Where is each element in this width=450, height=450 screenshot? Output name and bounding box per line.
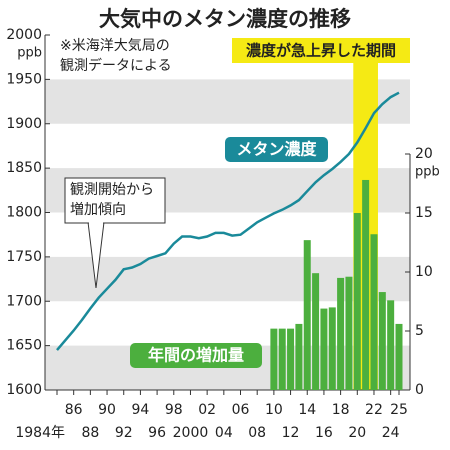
bar xyxy=(278,328,286,390)
y-tick-label: 2000 xyxy=(6,27,42,43)
bar xyxy=(303,240,311,390)
y-tick-label: 1750 xyxy=(6,249,42,265)
y-tick-label: 1850 xyxy=(6,160,42,176)
annotation: 観測開始から xyxy=(70,181,154,198)
y-tick-label: 1900 xyxy=(6,116,42,132)
x-tick-label: 96 xyxy=(148,425,166,441)
bar xyxy=(337,277,345,390)
bar xyxy=(295,323,303,390)
y-tick-label: 1800 xyxy=(6,205,42,221)
x-tick-label: 14 xyxy=(298,402,316,418)
bar xyxy=(345,276,353,390)
y-tick-label: 1700 xyxy=(6,293,42,309)
y2-tick-label: 10 xyxy=(415,264,433,280)
x-tick-label: 12 xyxy=(282,425,300,441)
bar xyxy=(270,328,278,390)
bar xyxy=(370,234,378,390)
bar xyxy=(328,307,336,390)
y-tick-label: 1600 xyxy=(6,382,42,398)
bar xyxy=(378,292,386,390)
annotation-pointer xyxy=(87,221,105,289)
series-label: メタン濃度 xyxy=(236,140,317,159)
series-label-bg xyxy=(225,137,328,162)
band xyxy=(45,79,410,124)
series-label-bg xyxy=(130,343,262,368)
x-tick-label: 90 xyxy=(98,402,116,418)
x-tick-label: 10 xyxy=(265,402,283,418)
bar xyxy=(287,328,295,390)
y-tick-label: 1650 xyxy=(6,338,42,354)
x-tick-label: 22 xyxy=(365,402,383,418)
bar xyxy=(387,300,395,390)
highlight-label: 濃度が急上昇した期間 xyxy=(246,42,396,60)
x-tick-label: 2000 xyxy=(173,425,209,441)
x-tick-label: 02 xyxy=(198,402,216,418)
bar xyxy=(353,213,361,390)
x-tick-label: 88 xyxy=(81,425,99,441)
note: ※米海洋大気局の xyxy=(60,38,170,54)
x-tick-label: 25 xyxy=(390,402,408,418)
bar xyxy=(312,273,320,390)
annotation: 増加傾向 xyxy=(70,202,126,218)
note: 観測データによる xyxy=(60,57,172,74)
x-tick-label: 20 xyxy=(348,425,366,441)
x-tick-label: 08 xyxy=(248,425,266,441)
y2-unit: ppb xyxy=(415,165,440,180)
series-label: 年間の増加量 xyxy=(148,346,244,365)
y2-tick-label: 0 xyxy=(415,382,424,398)
y2-tick-label: 20 xyxy=(415,146,433,162)
x-tick-label: 06 xyxy=(232,402,250,418)
y2-tick-label: 15 xyxy=(415,205,433,221)
x-tick-label: 86 xyxy=(65,402,83,418)
annotation-box xyxy=(64,177,166,224)
x-tick-label: 24 xyxy=(382,425,400,441)
bar xyxy=(320,308,328,390)
x-tick-label: 1984年 xyxy=(15,425,65,441)
y-tick-label: 1950 xyxy=(6,71,42,87)
line xyxy=(56,91,400,351)
bar xyxy=(395,323,403,390)
x-tick-label: 92 xyxy=(115,425,133,441)
x-tick-label: 18 xyxy=(332,402,350,418)
highlight-label-bg xyxy=(232,38,410,63)
x-tick-label: 04 xyxy=(215,425,233,441)
y-unit: ppb xyxy=(17,46,42,61)
x-tick-label: 98 xyxy=(165,402,183,418)
y2-tick-label: 5 xyxy=(415,323,424,339)
x-tick-label: 16 xyxy=(315,425,333,441)
bar xyxy=(362,179,370,390)
chart-title: 大気中のメタン濃度の推移 xyxy=(99,7,351,31)
x-tick-label: 94 xyxy=(132,402,150,418)
